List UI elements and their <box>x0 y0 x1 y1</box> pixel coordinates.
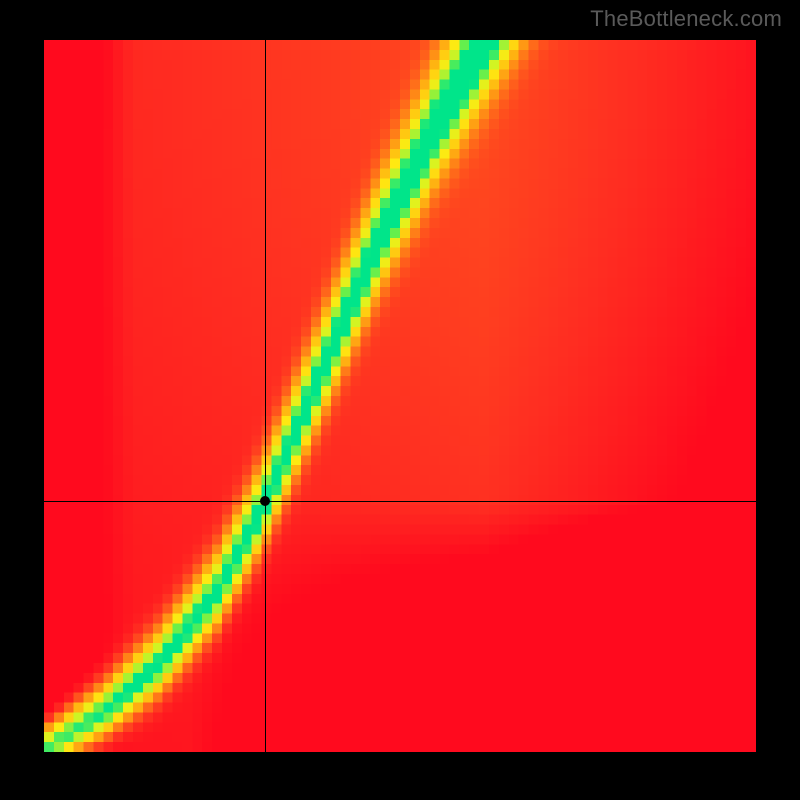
heatmap-plot <box>44 40 756 752</box>
root-container: TheBottleneck.com <box>0 0 800 800</box>
crosshair-horizontal <box>44 501 756 502</box>
crosshair-marker-dot <box>260 496 270 506</box>
crosshair-vertical <box>265 40 266 752</box>
watermark-text: TheBottleneck.com <box>590 6 782 32</box>
heatmap-canvas <box>44 40 756 752</box>
